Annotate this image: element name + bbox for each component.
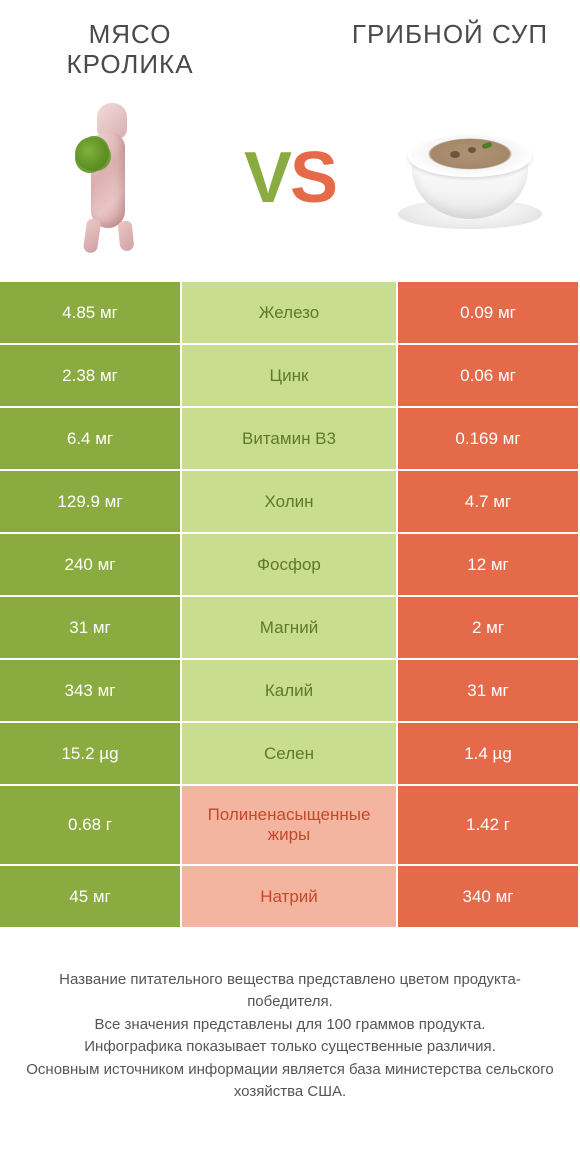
left-value: 31 мг (0, 597, 182, 658)
right-value: 1.42 г (398, 786, 578, 864)
footer-line: Инфографика показывает только существенн… (20, 1036, 560, 1059)
nutrient-label: Витамин B3 (182, 408, 398, 469)
header: МЯСО КРОЛИКА ГРИБНОЙ СУП (0, 0, 580, 80)
left-value: 129.9 мг (0, 471, 182, 532)
table-row: 15.2 µgСелен1.4 µg (0, 723, 580, 786)
right-product-image (390, 98, 550, 258)
nutrient-label: Цинк (182, 345, 398, 406)
table-row: 0.68 гПолиненасыщенные жиры1.42 г (0, 786, 580, 866)
vs-s: S (290, 138, 336, 218)
right-value: 31 мг (398, 660, 578, 721)
left-product-image (30, 98, 190, 258)
right-value: 12 мг (398, 534, 578, 595)
left-value: 45 мг (0, 866, 182, 927)
left-product-title: МЯСО КРОЛИКА (30, 20, 230, 80)
nutrient-label: Фосфор (182, 534, 398, 595)
left-value: 2.38 мг (0, 345, 182, 406)
table-row: 6.4 мгВитамин B30.169 мг (0, 408, 580, 471)
right-value: 2 мг (398, 597, 578, 658)
left-value: 6.4 мг (0, 408, 182, 469)
table-row: 343 мгКалий31 мг (0, 660, 580, 723)
right-product-title: ГРИБНОЙ СУП (350, 20, 550, 50)
left-value: 343 мг (0, 660, 182, 721)
right-value: 4.7 мг (398, 471, 578, 532)
nutrient-label: Селен (182, 723, 398, 784)
mushroom-soup-icon (390, 123, 550, 233)
table-row: 240 мгФосфор12 мг (0, 534, 580, 597)
table-row: 2.38 мгЦинк0.06 мг (0, 345, 580, 408)
nutrient-label: Холин (182, 471, 398, 532)
nutrient-label: Полиненасыщенные жиры (182, 786, 398, 864)
nutrient-label: Железо (182, 282, 398, 343)
left-value: 240 мг (0, 534, 182, 595)
nutrient-label: Натрий (182, 866, 398, 927)
right-value: 340 мг (398, 866, 578, 927)
table-row: 129.9 мгХолин4.7 мг (0, 471, 580, 534)
footer-note: Название питательного вещества представл… (0, 929, 580, 1114)
comparison-table: 4.85 мгЖелезо0.09 мг2.38 мгЦинк0.06 мг6.… (0, 282, 580, 929)
image-row: VS (0, 80, 580, 282)
nutrient-label: Калий (182, 660, 398, 721)
table-row: 4.85 мгЖелезо0.09 мг (0, 282, 580, 345)
left-value: 15.2 µg (0, 723, 182, 784)
left-value: 0.68 г (0, 786, 182, 864)
table-row: 45 мгНатрий340 мг (0, 866, 580, 929)
left-value: 4.85 мг (0, 282, 182, 343)
right-value: 1.4 µg (398, 723, 578, 784)
rabbit-meat-icon (75, 103, 145, 253)
vs-label: VS (244, 137, 336, 219)
right-value: 0.09 мг (398, 282, 578, 343)
table-row: 31 мгМагний2 мг (0, 597, 580, 660)
footer-line: Все значения представлены для 100 граммо… (20, 1014, 560, 1037)
vs-v: V (244, 138, 290, 218)
right-value: 0.169 мг (398, 408, 578, 469)
footer-line: Основным источником информации является … (20, 1059, 560, 1104)
right-value: 0.06 мг (398, 345, 578, 406)
nutrient-label: Магний (182, 597, 398, 658)
footer-line: Название питательного вещества представл… (20, 969, 560, 1014)
